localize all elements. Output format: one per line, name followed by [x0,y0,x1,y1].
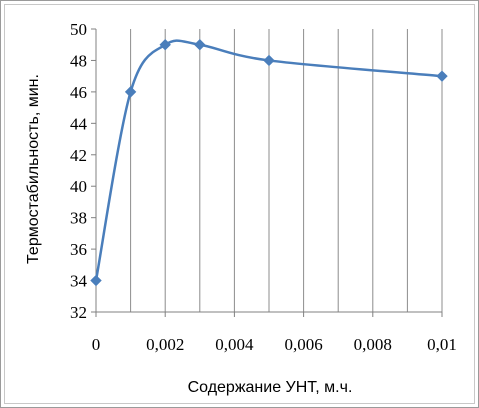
data-markers [90,39,448,287]
y-tick-labels: 32 34 36 38 40 42 44 46 48 50 [70,20,88,322]
series-lines [94,39,443,281]
series-line [94,39,443,281]
y-tick-label: 36 [70,240,87,259]
y-tick-label: 40 [70,177,87,196]
data-point [263,54,275,67]
y-tick-label: 50 [70,20,87,39]
data-point [194,39,206,51]
y-tick-label: 48 [70,51,87,70]
grid-lines [130,29,443,312]
y-tick-label: 34 [70,272,88,291]
data-point [90,274,102,287]
data-point [159,39,171,51]
y-tick-label: 42 [70,146,87,165]
y-tick-label: 32 [70,303,87,322]
y-tick-label: 38 [70,209,87,228]
chart-inner-border [4,4,475,404]
x-axis-title: Содержание УНТ, м.ч. [188,379,353,396]
y-tick-label: 44 [70,114,88,133]
data-point [124,86,137,98]
x-tick-label: 0,004 [215,335,254,354]
axes [91,28,443,317]
data-point [436,70,448,82]
x-tick-label: 0,006 [284,335,322,354]
y-tick-label: 46 [70,83,87,102]
x-tick-label: 0 [92,335,101,354]
x-tick-labels: 0 0,002 0,004 0,006 0,008 0,01 [92,335,457,354]
x-tick-label: 0,008 [354,335,392,354]
y-axis-title: Термостабильность, мин. [25,74,42,264]
x-tick-label: 0,002 [146,335,184,354]
x-tick-label: 0,01 [427,335,457,354]
